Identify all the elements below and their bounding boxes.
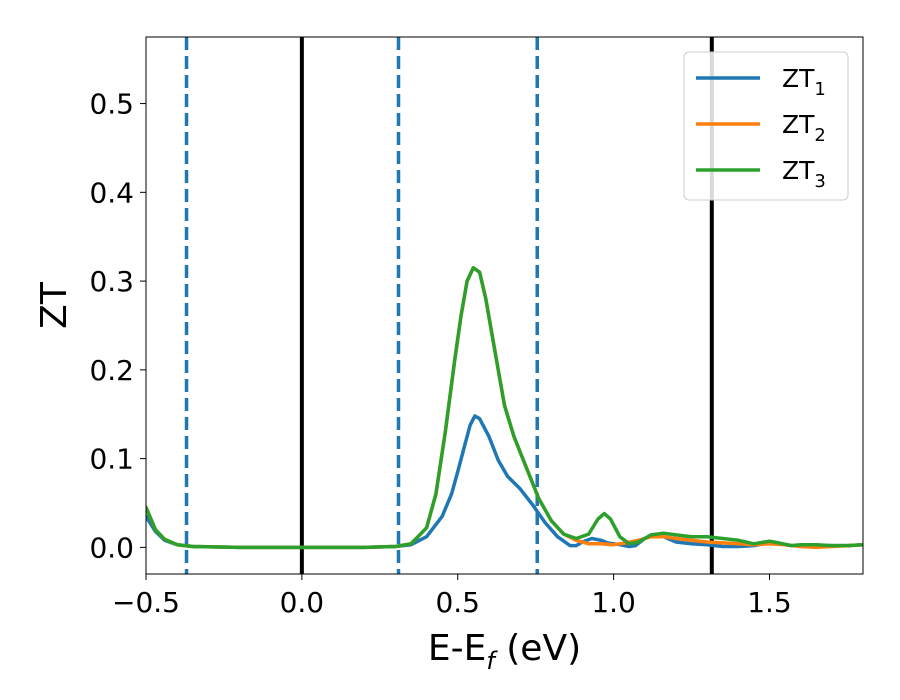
legend-label-zt1: ZT1 bbox=[782, 64, 826, 100]
y-tick-label: 0.2 bbox=[89, 354, 134, 387]
legend-label-zt3: ZT3 bbox=[782, 156, 826, 192]
plot-frame bbox=[145, 36, 864, 575]
legend-box bbox=[683, 51, 849, 201]
y-axis-label: ZT bbox=[34, 281, 75, 329]
y-axis-ticks: 0.0 0.1 0.2 0.3 0.4 0.5 bbox=[89, 88, 146, 564]
x-tick-label: 1.5 bbox=[747, 586, 792, 619]
y-tick-label: 0.4 bbox=[89, 176, 134, 209]
y-tick-label: 0.5 bbox=[89, 88, 134, 121]
series-line-zt3 bbox=[146, 266, 863, 550]
x-tick-label: 0.0 bbox=[280, 586, 325, 619]
x-tick-label: 0.5 bbox=[435, 586, 480, 619]
y-tick-label: 0.0 bbox=[89, 531, 134, 564]
legend: ZT1 ZT2 ZT3 bbox=[683, 51, 849, 201]
y-tick-label: 0.3 bbox=[89, 265, 134, 298]
x-tick-label: −0.5 bbox=[112, 586, 180, 619]
y-tick-label: 0.1 bbox=[89, 443, 134, 476]
x-tick-label: 1.0 bbox=[591, 586, 636, 619]
legend-label-zt2: ZT2 bbox=[782, 110, 826, 146]
series-lines bbox=[146, 266, 863, 550]
x-axis-ticks: −0.5 0.0 0.5 1.0 1.5 bbox=[112, 574, 792, 619]
x-axis-label: E-Ef (eV) bbox=[428, 628, 581, 675]
